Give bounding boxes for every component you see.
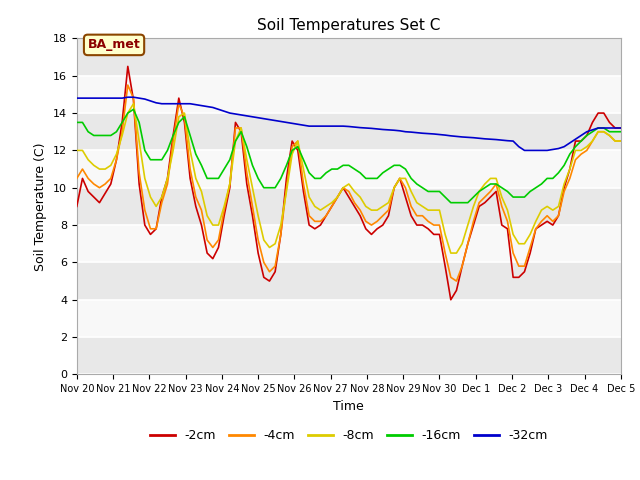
Legend: -2cm, -4cm, -8cm, -16cm, -32cm: -2cm, -4cm, -8cm, -16cm, -32cm (145, 424, 553, 447)
Text: BA_met: BA_met (88, 38, 140, 51)
Y-axis label: Soil Temperature (C): Soil Temperature (C) (35, 142, 47, 271)
Bar (77, 188, 621, 225)
Bar (77, 38, 621, 76)
Bar (77, 113, 621, 150)
Bar (77, 263, 621, 300)
Bar (77, 300, 621, 337)
Bar (77, 76, 621, 113)
Bar (77, 225, 621, 263)
Title: Soil Temperatures Set C: Soil Temperatures Set C (257, 18, 440, 33)
Bar (77, 337, 621, 374)
Bar (77, 150, 621, 188)
X-axis label: Time: Time (333, 400, 364, 413)
